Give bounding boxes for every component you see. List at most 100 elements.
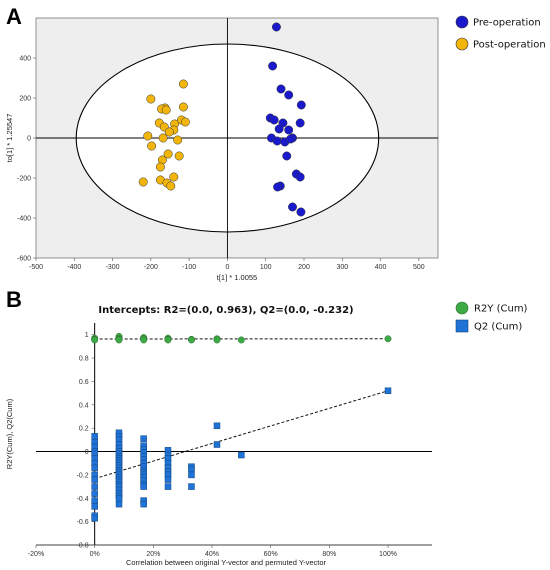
q2-cum--point	[213, 441, 221, 448]
score-plot-y-tick-label: -200	[17, 176, 31, 183]
permutation-test-plot: Intercepts: R2=(0.0, 0.963), Q2=(0.0, -0…	[5, 301, 528, 567]
pre-operation-point	[272, 136, 282, 146]
q2-cum--point	[140, 500, 147, 508]
pre-operation-point	[296, 207, 306, 217]
permutation-y-axis-label: R2Y(Cum), Q2(Cum)	[5, 398, 14, 469]
score-plot-y-tick-label: 400	[19, 56, 31, 63]
q2-cum--point	[91, 464, 98, 472]
pre-operation-point	[271, 22, 281, 32]
r2y-cum--point	[140, 336, 148, 344]
r2y-cum--point	[115, 336, 123, 344]
permutation-y-tick-label: -0.2	[77, 472, 89, 479]
panel-a-letter: A	[6, 4, 22, 29]
permutation-intercepts-title: Intercepts: R2=(0.0, 0.963), Q2=(0.0, -0…	[98, 305, 353, 316]
pre-operation-point	[288, 202, 297, 212]
pre-operation-legend-label: Pre-operation	[473, 18, 541, 29]
score-plot-x-tick-label: -100	[182, 264, 196, 271]
q2-cum--point	[384, 387, 392, 395]
post-operation-legend-marker	[455, 37, 469, 51]
pre-operation-point	[282, 151, 292, 161]
score-plot-x-tick-label: 500	[413, 264, 425, 271]
post-operation-point	[147, 141, 157, 151]
score-plot-x-axis-label: t[1] * 1.0055	[217, 273, 257, 282]
score-plot-x-tick-label: 300	[336, 264, 348, 271]
permutation-y-tick-label: -0.8	[77, 543, 89, 550]
q2-cum--point	[188, 471, 195, 479]
pre-operation-point	[276, 84, 286, 94]
r2y-cum--point	[91, 336, 99, 344]
post-operation-point	[166, 181, 176, 191]
post-operation-point	[169, 172, 179, 182]
q2-cum--point	[91, 497, 98, 504]
post-operation-point	[178, 79, 188, 89]
permutation-y-tick-label: 1	[85, 332, 89, 339]
q2-cum--point	[140, 435, 147, 442]
r2y-cum--point	[213, 336, 221, 344]
post-operation-point	[161, 105, 171, 115]
score-plot-x-tick-label: -400	[67, 264, 81, 271]
q2-cum--point	[91, 476, 98, 483]
score-plot-x-tick-label: -200	[144, 264, 158, 271]
pre-operation-point	[274, 124, 284, 134]
permutation-x-tick-label: 80%	[322, 551, 336, 558]
q2-cum--point	[115, 500, 123, 508]
post-operation-point	[178, 102, 188, 112]
post-operation-point	[158, 133, 168, 143]
pre-operation-point	[295, 172, 305, 182]
permutation-x-tick-label: 100%	[379, 551, 397, 558]
pre-operation-point	[295, 118, 305, 128]
permutation-y-tick-label: 0.4	[79, 402, 89, 409]
permutation-x-tick-label: 20%	[146, 551, 160, 558]
post-operation-point	[180, 117, 190, 127]
q2-cum--point	[91, 514, 98, 522]
r2y-cum--legend-label: R2Y (Cum)	[474, 304, 528, 315]
r2y-cum--point	[237, 336, 245, 344]
pre-operation-point	[273, 182, 283, 192]
panel-b-letter: B	[6, 287, 22, 312]
permutation-y-tick-label: 0	[85, 449, 89, 456]
q2-cum--point	[238, 451, 245, 459]
permutation-x-tick-label: 40%	[205, 551, 219, 558]
post-operation-point	[143, 131, 153, 141]
post-operation-legend-label: Post-operation	[473, 40, 546, 51]
score-plot-y-tick-label: 0	[27, 136, 31, 143]
opls-da-score-plot: -500 -400 -300 -200 -100 0 100 200 300 400 500 -600…	[5, 15, 546, 282]
q2-cum--legend-label: Q2 (Cum)	[474, 322, 522, 333]
post-operation-point	[138, 177, 148, 187]
q2-cum--point	[164, 483, 172, 490]
q2-cum--point	[91, 503, 98, 510]
score-plot-y-tick-label: 200	[19, 96, 31, 103]
permutation-plot-area	[36, 323, 432, 545]
post-operation-point	[155, 162, 165, 172]
permutation-x-tick-label: 60%	[264, 551, 278, 558]
r2y-cum--point	[164, 336, 172, 344]
q2-cum--point	[188, 465, 195, 473]
q2-cum--point	[140, 483, 147, 490]
pre-operation-point	[284, 125, 294, 135]
score-plot-x-tick-label: 100	[260, 264, 272, 271]
q2-cum--point	[115, 495, 123, 502]
pre-operation-point	[286, 134, 296, 144]
score-plot-x-tick-label: -300	[106, 264, 120, 271]
permutation-x-axis-label: Correlation between original Y-vector an…	[126, 558, 327, 567]
post-operation-point	[163, 149, 173, 159]
q2-cum--legend-marker	[455, 319, 469, 333]
score-plot-x-tick-label: 200	[298, 264, 310, 271]
permutation-y-tick-label: 0.6	[79, 379, 89, 386]
score-plot-x-tick-label: -500	[29, 264, 43, 271]
pre-operation-point	[284, 90, 294, 100]
q2-cum--point	[91, 433, 98, 440]
q2-cum--point	[164, 476, 172, 483]
pre-operation-point	[269, 115, 279, 125]
score-plot-y-tick-label: -600	[17, 256, 31, 263]
score-plot-x-tick-label: 0	[225, 264, 229, 271]
score-plot-y-axis-label: to[1] * 1.25547	[5, 114, 14, 163]
score-plot-x-tick-label: 400	[375, 264, 387, 271]
q2-cum--point	[213, 422, 221, 430]
permutation-y-tick-label: -0.4	[77, 496, 89, 503]
q2-cum--point	[91, 490, 98, 497]
q2-cum--point	[91, 483, 98, 490]
r2y-cum--point	[188, 336, 195, 344]
post-operation-point	[146, 94, 156, 104]
